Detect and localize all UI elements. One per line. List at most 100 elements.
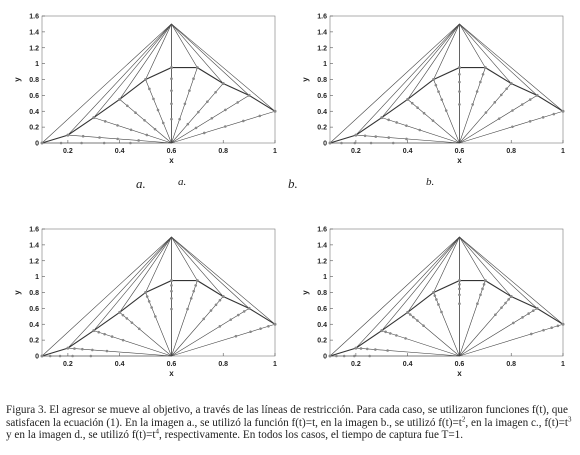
path-marker bbox=[416, 106, 419, 110]
path-marker bbox=[365, 347, 369, 351]
path-marker bbox=[444, 109, 448, 112]
endpoint-marker bbox=[118, 310, 122, 314]
path-marker bbox=[116, 124, 119, 127]
y-tick-label: 1.6 bbox=[317, 227, 327, 234]
restriction-line bbox=[459, 296, 512, 357]
endpoint-marker bbox=[221, 294, 225, 298]
y-tick-label: 0.4 bbox=[317, 109, 327, 116]
path-marker bbox=[527, 312, 530, 315]
path-marker bbox=[242, 310, 246, 313]
connector-line bbox=[433, 23, 460, 80]
path-marker bbox=[98, 136, 101, 139]
subplot-a: 0 0.2 0.4 0.6 0.8 1 1.2 1.4 1.6 0.2 0.4 0.6 0.8 1 x y bbox=[0, 0, 290, 190]
connector-line bbox=[407, 23, 460, 100]
path-marker bbox=[183, 102, 187, 106]
path-marker bbox=[125, 317, 129, 320]
x-tick-label: 0.6 bbox=[167, 361, 177, 368]
subfig-label-b-inner: b. bbox=[426, 176, 435, 188]
restriction-line bbox=[119, 312, 172, 357]
restriction-line bbox=[171, 308, 250, 357]
path-marker bbox=[145, 295, 149, 298]
connector-line bbox=[459, 236, 512, 297]
path-marker bbox=[206, 100, 209, 103]
path-marker bbox=[507, 298, 510, 301]
endpoint-marker bbox=[380, 116, 384, 120]
endpoint-marker bbox=[169, 279, 173, 283]
restriction-line bbox=[67, 134, 172, 144]
endpoint-marker bbox=[40, 141, 44, 145]
connector-line bbox=[145, 23, 172, 80]
path-marker bbox=[435, 298, 438, 301]
path-marker bbox=[437, 90, 440, 93]
path-marker bbox=[194, 126, 198, 130]
path-marker bbox=[130, 321, 134, 324]
path-marker bbox=[353, 141, 357, 145]
connector-line bbox=[459, 23, 512, 84]
path-marker bbox=[387, 118, 390, 122]
path-marker bbox=[479, 293, 482, 297]
y-tick-label: 0.8 bbox=[29, 290, 39, 297]
caption-sup-2: 3 bbox=[568, 414, 572, 423]
path-marker bbox=[48, 354, 52, 358]
y-tick-label: 0.6 bbox=[29, 93, 39, 100]
path-marker bbox=[97, 330, 101, 334]
path-marker bbox=[374, 348, 377, 351]
path-marker bbox=[218, 298, 222, 302]
path-marker bbox=[476, 302, 479, 305]
connector-line bbox=[329, 236, 460, 357]
path-marker bbox=[494, 313, 497, 317]
path-marker bbox=[405, 137, 408, 141]
path-marker bbox=[259, 327, 262, 330]
restriction-line bbox=[459, 323, 564, 357]
connector-line bbox=[459, 236, 538, 309]
endpoint-marker bbox=[195, 279, 199, 283]
restriction-line bbox=[459, 280, 486, 357]
restriction-line bbox=[119, 99, 172, 144]
path-marker bbox=[258, 114, 262, 118]
path-marker bbox=[102, 141, 106, 145]
path-marker bbox=[531, 309, 535, 313]
axes-box bbox=[329, 228, 564, 357]
endpoint-marker bbox=[118, 97, 122, 101]
path-marker bbox=[440, 98, 444, 101]
restriction-line bbox=[171, 67, 198, 144]
connector-line bbox=[67, 236, 172, 349]
endpoint-marker bbox=[92, 329, 96, 333]
x-tick-label: 0.6 bbox=[455, 361, 465, 368]
y-tick-label: 1 bbox=[323, 61, 327, 68]
endpoint-marker bbox=[40, 354, 44, 358]
restriction-line bbox=[93, 117, 172, 144]
x-tick-label: 0.6 bbox=[455, 148, 465, 155]
y-tick-label: 1.6 bbox=[29, 14, 39, 21]
path-marker bbox=[359, 347, 363, 350]
plot-svg: 0 0.2 0.4 0.6 0.8 1 1.2 1.4 1.6 0.2 0.4 0.6 0.8 1 x y bbox=[13, 227, 277, 379]
path-marker bbox=[458, 293, 461, 297]
path-marker bbox=[521, 316, 524, 319]
path-marker bbox=[440, 310, 443, 314]
y-tick-label: 1.4 bbox=[317, 29, 327, 36]
connector-line bbox=[41, 23, 172, 144]
endpoint-marker bbox=[328, 141, 332, 145]
y-tick-label: 0.8 bbox=[29, 77, 39, 84]
y-tick-label: 0 bbox=[323, 141, 327, 148]
path-marker bbox=[511, 125, 514, 129]
endpoint-marker bbox=[66, 346, 70, 350]
path-marker bbox=[458, 80, 461, 84]
x-axis-label: x bbox=[457, 156, 462, 165]
x-tick-label: 1 bbox=[273, 148, 277, 155]
x-tick-label: 1 bbox=[273, 361, 277, 368]
path-marker bbox=[134, 111, 137, 114]
path-marker bbox=[161, 121, 165, 125]
endpoint-marker bbox=[406, 97, 410, 101]
path-marker bbox=[186, 122, 190, 126]
endpoint-marker bbox=[247, 306, 251, 310]
path-marker bbox=[395, 121, 398, 124]
y-tick-label: 0.8 bbox=[317, 290, 327, 297]
path-marker bbox=[479, 80, 482, 84]
trajectory-curve bbox=[329, 280, 564, 357]
path-marker bbox=[500, 306, 503, 309]
axes-box bbox=[41, 15, 276, 144]
path-marker bbox=[71, 354, 74, 358]
x-tick-label: 1 bbox=[561, 361, 565, 368]
path-marker bbox=[214, 303, 218, 307]
